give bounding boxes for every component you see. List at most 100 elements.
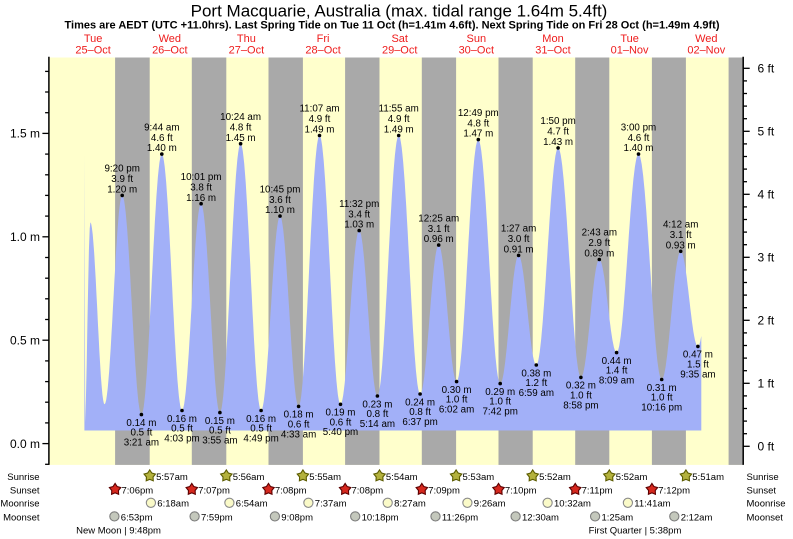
svg-text:27–Oct: 27–Oct <box>229 45 264 57</box>
svg-text:5:53am: 5:53am <box>463 472 495 483</box>
svg-text:9:35 am: 9:35 am <box>680 369 715 380</box>
svg-text:5:14 am: 5:14 am <box>360 419 395 430</box>
svg-text:4.7 ft: 4.7 ft <box>547 127 569 138</box>
svg-text:7:07pm: 7:07pm <box>198 485 230 496</box>
svg-text:12:30am: 12:30am <box>522 512 559 523</box>
svg-text:0.89 m: 0.89 m <box>584 249 614 260</box>
svg-text:4.9 ft: 4.9 ft <box>309 114 331 125</box>
svg-text:0.38 m: 0.38 m <box>521 368 551 379</box>
svg-text:1.0 ft: 1.0 ft <box>489 397 511 408</box>
svg-text:0.32 m: 0.32 m <box>566 381 596 392</box>
svg-text:0.6 ft: 0.6 ft <box>288 420 310 431</box>
svg-text:Moonrise: Moonrise <box>0 499 39 510</box>
svg-text:1.0 m: 1.0 m <box>10 230 40 244</box>
svg-text:1:27 am: 1:27 am <box>501 224 536 235</box>
svg-text:0.96 m: 0.96 m <box>424 234 454 245</box>
svg-text:1.49 m: 1.49 m <box>305 125 335 136</box>
svg-text:5:56am: 5:56am <box>233 472 265 483</box>
svg-text:3.1 ft: 3.1 ft <box>670 230 692 241</box>
svg-text:1.49 m: 1.49 m <box>384 125 414 136</box>
svg-text:4.9 ft: 4.9 ft <box>388 114 410 125</box>
svg-text:9:20 pm: 9:20 pm <box>104 164 139 175</box>
svg-text:02–Nov: 02–Nov <box>687 45 725 57</box>
svg-text:4:12 am: 4:12 am <box>663 220 698 231</box>
svg-text:Times are AEDT (UTC +11.0hrs).: Times are AEDT (UTC +11.0hrs). Last Spri… <box>65 20 720 32</box>
svg-text:Moonset: Moonset <box>747 512 784 523</box>
svg-text:New Moon | 9:48pm: New Moon | 9:48pm <box>76 526 161 537</box>
svg-text:9:08pm: 9:08pm <box>281 512 313 523</box>
svg-text:4.8 ft: 4.8 ft <box>230 122 252 133</box>
svg-text:0.47 m: 0.47 m <box>683 350 713 361</box>
svg-text:Wed: Wed <box>695 33 717 45</box>
svg-text:7:59pm: 7:59pm <box>201 512 233 523</box>
svg-text:Port Macquarie, Australia (max: Port Macquarie, Australia (max. tidal ra… <box>191 2 608 21</box>
svg-text:4:33 am: 4:33 am <box>281 429 316 440</box>
svg-text:1.5 m: 1.5 m <box>10 127 40 141</box>
svg-text:Moonrise: Moonrise <box>747 499 786 510</box>
svg-text:7:37am: 7:37am <box>315 499 347 510</box>
svg-text:0.8 ft: 0.8 ft <box>367 409 389 420</box>
svg-text:1:25am: 1:25am <box>602 512 634 523</box>
svg-text:2.9 ft: 2.9 ft <box>588 238 610 249</box>
svg-text:7:09pm: 7:09pm <box>428 485 460 496</box>
svg-text:1.2 ft: 1.2 ft <box>525 378 547 389</box>
svg-text:0.0 m: 0.0 m <box>10 437 40 451</box>
svg-text:0.5 ft: 0.5 ft <box>250 424 272 435</box>
svg-text:0.8 ft: 0.8 ft <box>409 407 431 418</box>
svg-text:2 ft: 2 ft <box>758 314 775 328</box>
svg-text:1.20 m: 1.20 m <box>107 185 137 196</box>
svg-text:Mon: Mon <box>542 33 563 45</box>
svg-text:0.23 m: 0.23 m <box>362 399 392 410</box>
svg-text:5:51am: 5:51am <box>692 472 724 483</box>
svg-text:0.30 m: 0.30 m <box>442 385 472 396</box>
svg-text:3:21 am: 3:21 am <box>124 438 159 449</box>
svg-text:0.18 m: 0.18 m <box>284 410 314 421</box>
svg-text:28–Oct: 28–Oct <box>305 45 340 57</box>
svg-text:5:55am: 5:55am <box>309 472 341 483</box>
svg-text:Sun: Sun <box>467 33 487 45</box>
svg-text:8:09 am: 8:09 am <box>599 376 634 387</box>
svg-text:1.45 m: 1.45 m <box>226 133 256 144</box>
svg-text:8:27am: 8:27am <box>394 499 426 510</box>
svg-text:3:55 am: 3:55 am <box>202 436 237 447</box>
svg-text:1:50 pm: 1:50 pm <box>540 116 575 127</box>
svg-text:10:16 pm: 10:16 pm <box>641 402 682 413</box>
svg-text:1.0 ft: 1.0 ft <box>651 393 673 404</box>
svg-text:Tue: Tue <box>620 33 639 45</box>
svg-text:10:32am: 10:32am <box>554 499 591 510</box>
svg-text:Tue: Tue <box>84 33 103 45</box>
svg-text:Sat: Sat <box>391 33 408 45</box>
svg-text:6:59 am: 6:59 am <box>519 388 554 399</box>
svg-text:Thu: Thu <box>237 33 256 45</box>
svg-text:6 ft: 6 ft <box>758 62 775 76</box>
svg-text:5:52am: 5:52am <box>616 472 648 483</box>
svg-text:2:43 am: 2:43 am <box>582 228 617 239</box>
svg-text:4.6 ft: 4.6 ft <box>628 133 650 144</box>
svg-text:6:18am: 6:18am <box>157 499 189 510</box>
svg-text:1.0 ft: 1.0 ft <box>570 391 592 402</box>
svg-text:0.24 m: 0.24 m <box>405 397 435 408</box>
svg-text:3.4 ft: 3.4 ft <box>348 209 370 220</box>
svg-text:4:03 pm: 4:03 pm <box>164 433 199 444</box>
svg-text:1.16 m: 1.16 m <box>186 193 216 204</box>
svg-text:1.40 m: 1.40 m <box>147 143 177 154</box>
svg-text:5:54am: 5:54am <box>386 472 418 483</box>
svg-text:0.44 m: 0.44 m <box>602 356 632 367</box>
svg-text:6:37 pm: 6:37 pm <box>402 417 437 428</box>
svg-text:1 ft: 1 ft <box>758 377 775 391</box>
svg-text:11:41am: 11:41am <box>634 499 670 510</box>
svg-text:0.5 ft: 0.5 ft <box>131 428 153 439</box>
svg-text:12:25 am: 12:25 am <box>418 213 459 224</box>
svg-text:9:44 am: 9:44 am <box>144 122 179 133</box>
svg-text:0.5 ft: 0.5 ft <box>209 426 231 437</box>
svg-text:9:26am: 9:26am <box>474 499 506 510</box>
svg-text:Moonset: Moonset <box>3 512 40 523</box>
svg-text:Sunset: Sunset <box>10 485 40 496</box>
svg-text:1.0 ft: 1.0 ft <box>446 395 468 406</box>
svg-text:Sunset: Sunset <box>747 485 777 496</box>
svg-text:7:06pm: 7:06pm <box>122 485 154 496</box>
svg-text:0.6 ft: 0.6 ft <box>330 417 352 428</box>
svg-text:29–Oct: 29–Oct <box>382 45 417 57</box>
svg-text:10:24 am: 10:24 am <box>220 112 261 123</box>
svg-text:0.16 m: 0.16 m <box>246 414 276 425</box>
